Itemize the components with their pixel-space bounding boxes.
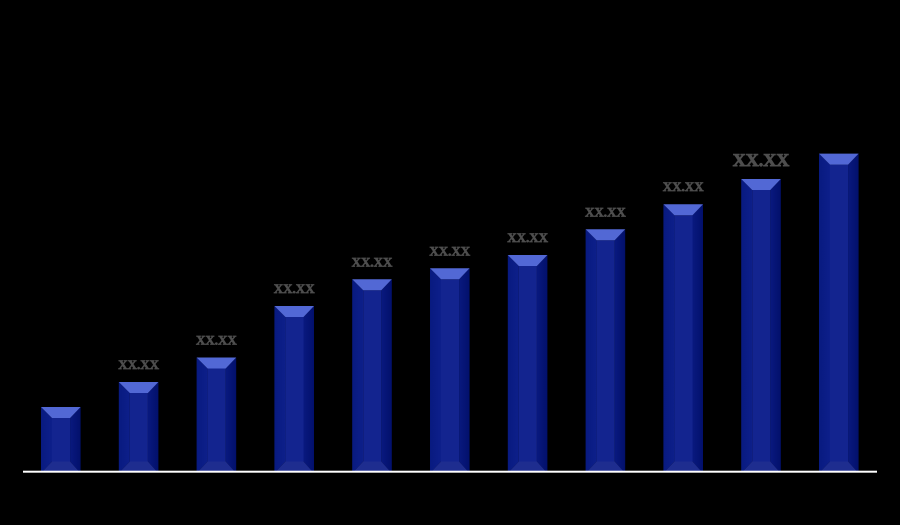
svg-text:XX.XX: XX.XX [507, 230, 548, 245]
svg-text:XX.XX: XX.XX [274, 281, 315, 296]
svg-text:XX.XX: XX.XX [429, 243, 470, 258]
svg-text:XX.XX: XX.XX [118, 357, 159, 372]
svg-text:XX.XX: XX.XX [585, 204, 626, 219]
svg-text:XX.XX: XX.XX [352, 254, 393, 269]
svg-text:XX.XX: XX.XX [733, 150, 790, 170]
svg-text:XX.XX: XX.XX [196, 333, 237, 348]
svg-text:XX.XX: XX.XX [663, 179, 704, 194]
